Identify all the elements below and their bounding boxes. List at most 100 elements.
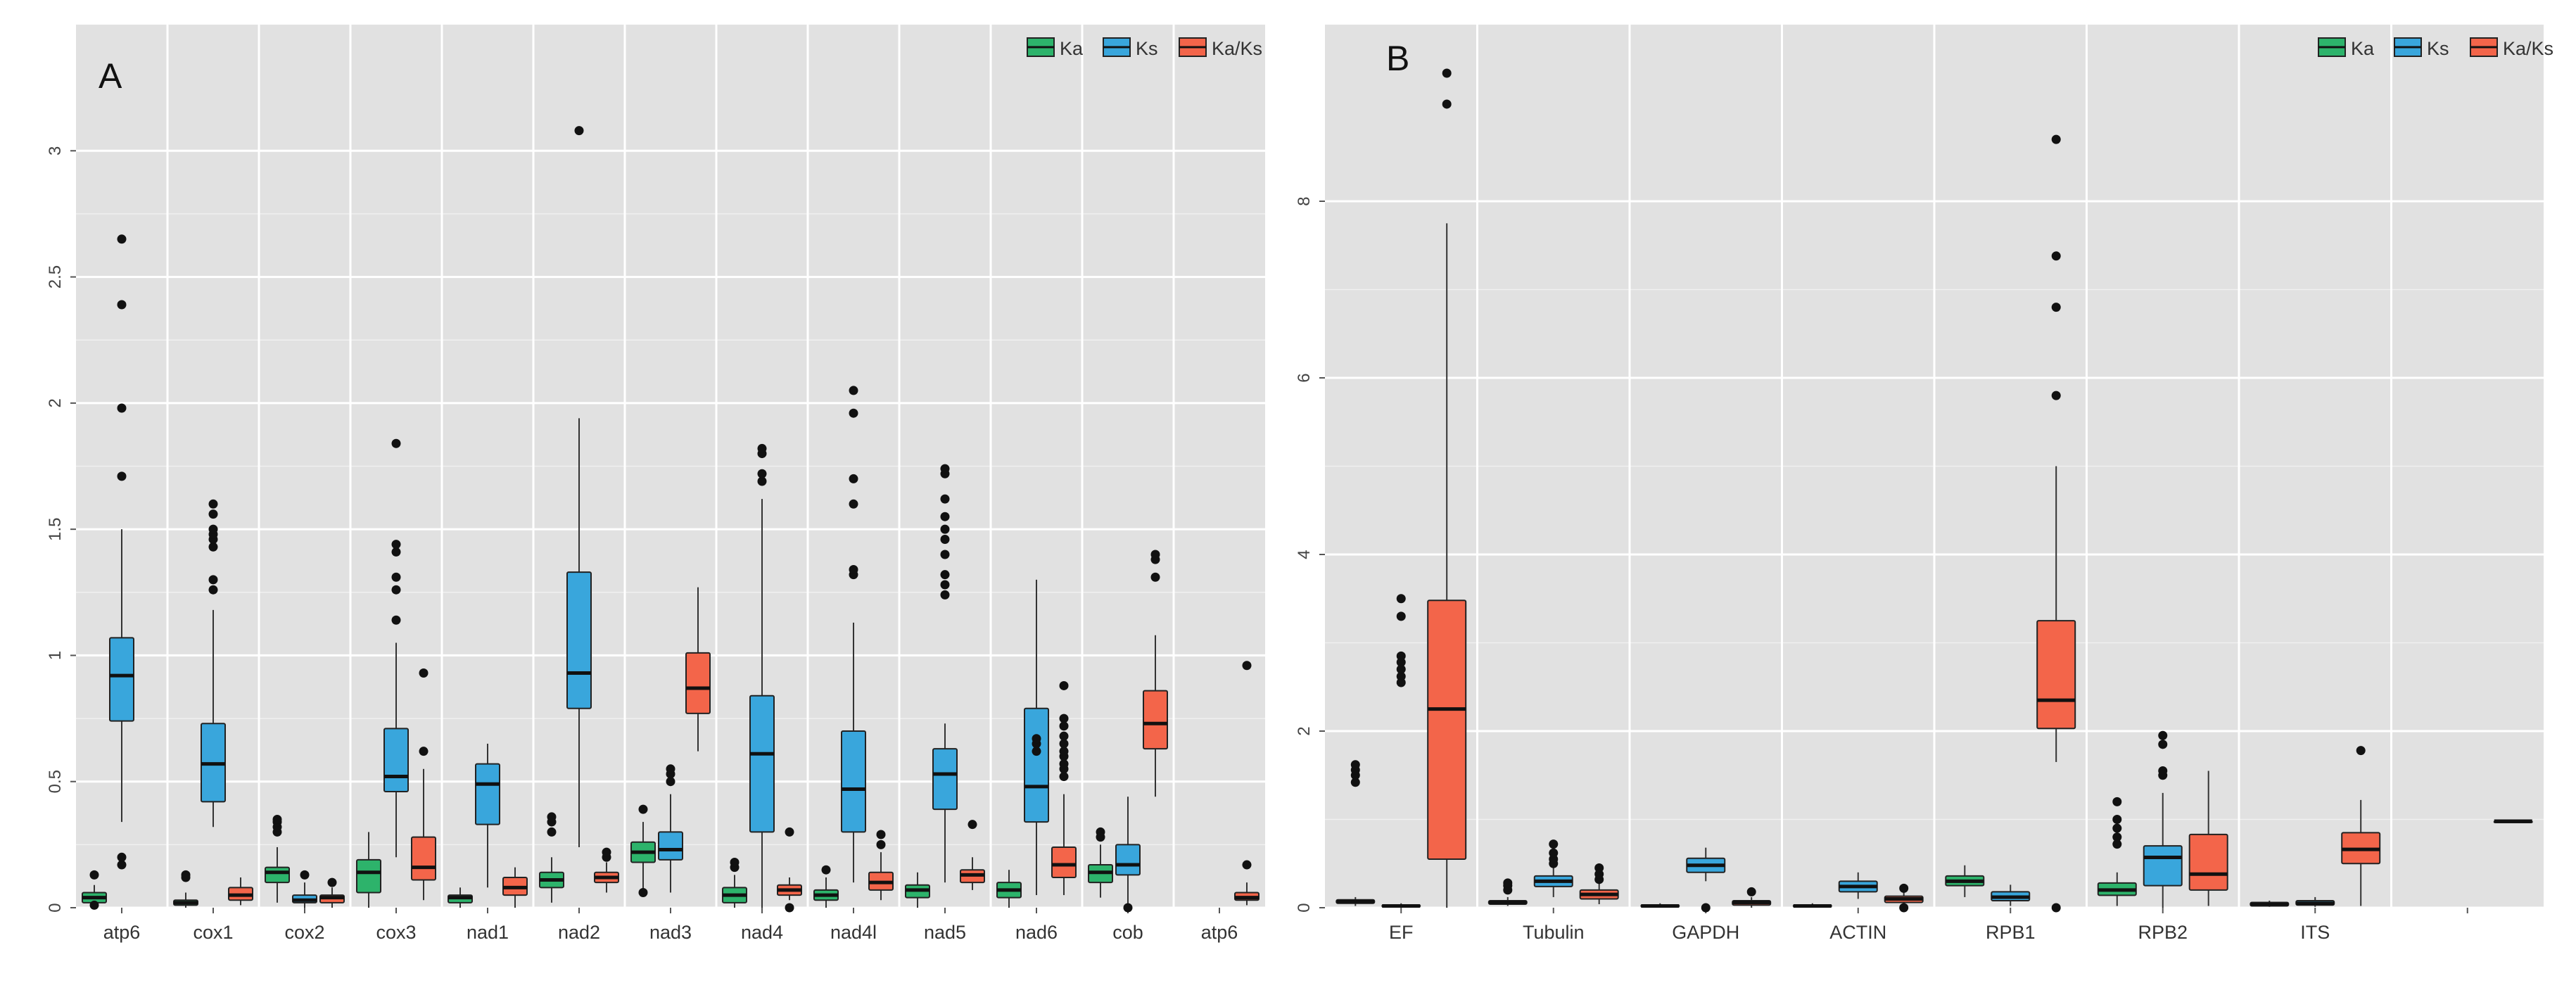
box-ka-ks-nad3 — [685, 587, 711, 751]
box-ks-nad1 — [475, 743, 500, 888]
box-ka-ks-rpb2 — [2188, 770, 2228, 906]
outlier-point — [940, 590, 950, 600]
outlier-point — [2112, 815, 2122, 824]
box-ka-ks-actin — [1884, 883, 1924, 913]
outlier-point — [730, 857, 740, 867]
iqr-box — [1051, 846, 1077, 878]
x-tick-label: cox1 — [193, 922, 233, 943]
outlier-point — [2158, 740, 2168, 749]
x-tick-label: GAPDH — [1672, 922, 1739, 943]
box-ka-nad5 — [905, 872, 930, 908]
outlier-point — [1396, 594, 1406, 604]
x-tick-label: nad4l — [830, 922, 877, 943]
outlier-point — [208, 542, 218, 552]
y-tick-label: 0.5 — [46, 770, 65, 793]
box-ka-its — [2250, 900, 2290, 907]
legend-item-ks: Ks — [2394, 37, 2449, 59]
box-ka-ks-cox2 — [319, 877, 345, 908]
outlier-point — [940, 494, 950, 504]
outlier-point — [666, 777, 675, 787]
outlier-point — [2051, 251, 2061, 261]
box-ka-ef — [1335, 760, 1376, 906]
outlier-point — [1899, 903, 1909, 913]
outlier-point — [876, 830, 886, 839]
outlier-point — [327, 877, 337, 887]
outlier-point — [849, 474, 858, 483]
legend-label: Ka — [1060, 38, 1084, 59]
x-tick-label: EF — [1389, 922, 1414, 943]
box-ka-ks-its — [2341, 746, 2381, 906]
x-tick-label: ITS — [2300, 922, 2330, 943]
iqr-box — [685, 652, 711, 714]
legend: Ka Ks Ka/Ks — [1027, 37, 1262, 59]
outlier-point — [208, 524, 218, 534]
box-ka-rpb1 — [1945, 865, 1985, 897]
box-ka-ks-rpb1 — [2036, 134, 2076, 913]
iqr-box — [749, 695, 775, 833]
outlier-point — [117, 300, 127, 310]
box-ks-nad6 — [1024, 579, 1049, 896]
outlier-point — [2051, 391, 2061, 400]
panel-label: B — [1386, 39, 1409, 78]
box-ka-cox3 — [356, 832, 381, 908]
outlier-point — [272, 815, 282, 824]
outlier-point — [785, 827, 794, 837]
panel-label: A — [99, 56, 122, 96]
box-ks-gapdh — [1686, 847, 1726, 913]
outlier-point — [2158, 730, 2168, 740]
y-tick-label: 2 — [1295, 726, 1314, 735]
outlier-point — [1032, 734, 1041, 744]
outlier-point — [940, 524, 950, 534]
iqr-box — [932, 748, 958, 811]
outlier-point — [117, 403, 127, 413]
outlier-point — [940, 464, 950, 474]
iqr-box — [1024, 707, 1049, 823]
y-tick-label: 6 — [1295, 373, 1314, 382]
outlier-point — [1503, 878, 1513, 888]
y-tick-label: 8 — [1295, 196, 1314, 205]
outlier-point — [547, 812, 557, 822]
outlier-point — [1059, 721, 1069, 731]
y-tick-label: 0 — [1295, 903, 1314, 912]
outlier-point — [181, 873, 191, 882]
box-ks-its — [2295, 896, 2335, 907]
x-tick-label: ACTIN — [1829, 922, 1886, 943]
box-ka-nad6 — [996, 870, 1022, 908]
legend-label: Ka — [2351, 38, 2375, 59]
box-ka-ks-nad5 — [960, 820, 985, 890]
outlier-point — [1396, 671, 1406, 681]
outlier-point — [89, 900, 99, 910]
outlier-point — [117, 860, 127, 870]
outlier-point — [1059, 680, 1069, 690]
legend-label: Ka/Ks — [2503, 38, 2553, 59]
outlier-point — [1701, 903, 1711, 913]
outlier-point — [117, 471, 127, 481]
outlier-point — [757, 443, 767, 453]
outlier-point — [849, 386, 858, 395]
x-tick-label: nad4 — [741, 922, 783, 943]
box-ks-cox2 — [292, 870, 317, 908]
outlier-point — [208, 575, 218, 585]
box-ks-nad4 — [749, 443, 775, 908]
outlier-point — [940, 580, 950, 590]
legend-label: Ks — [1136, 38, 1158, 59]
iqr-box — [2036, 620, 2076, 730]
box-ka-atp6 — [82, 870, 107, 910]
panel-a-boxplot: 0 0.5 1 1.5 2 2.5 3 atp6 cox1 cox2 cox3 nad1 nad2 nad… — [46, 25, 1265, 943]
outlier-point — [1350, 778, 1360, 787]
outlier-point — [638, 804, 648, 814]
box-ka-ks-nad4 — [777, 827, 802, 913]
box-ks-rpb1 — [1991, 884, 2031, 906]
legend: Ka Ks Ka/Ks — [2318, 37, 2553, 59]
iqr-box — [841, 730, 866, 833]
outlier-point — [2356, 746, 2366, 756]
x-tick-label: atp6 — [1201, 922, 1238, 943]
outlier-point — [1594, 863, 1604, 873]
iqr-box — [2143, 845, 2183, 887]
y-tick-label: 2 — [46, 398, 65, 407]
outlier-point — [940, 534, 950, 544]
outlier-point — [391, 585, 401, 595]
outlier-point — [967, 820, 977, 830]
box-ka-cox2 — [265, 815, 290, 903]
